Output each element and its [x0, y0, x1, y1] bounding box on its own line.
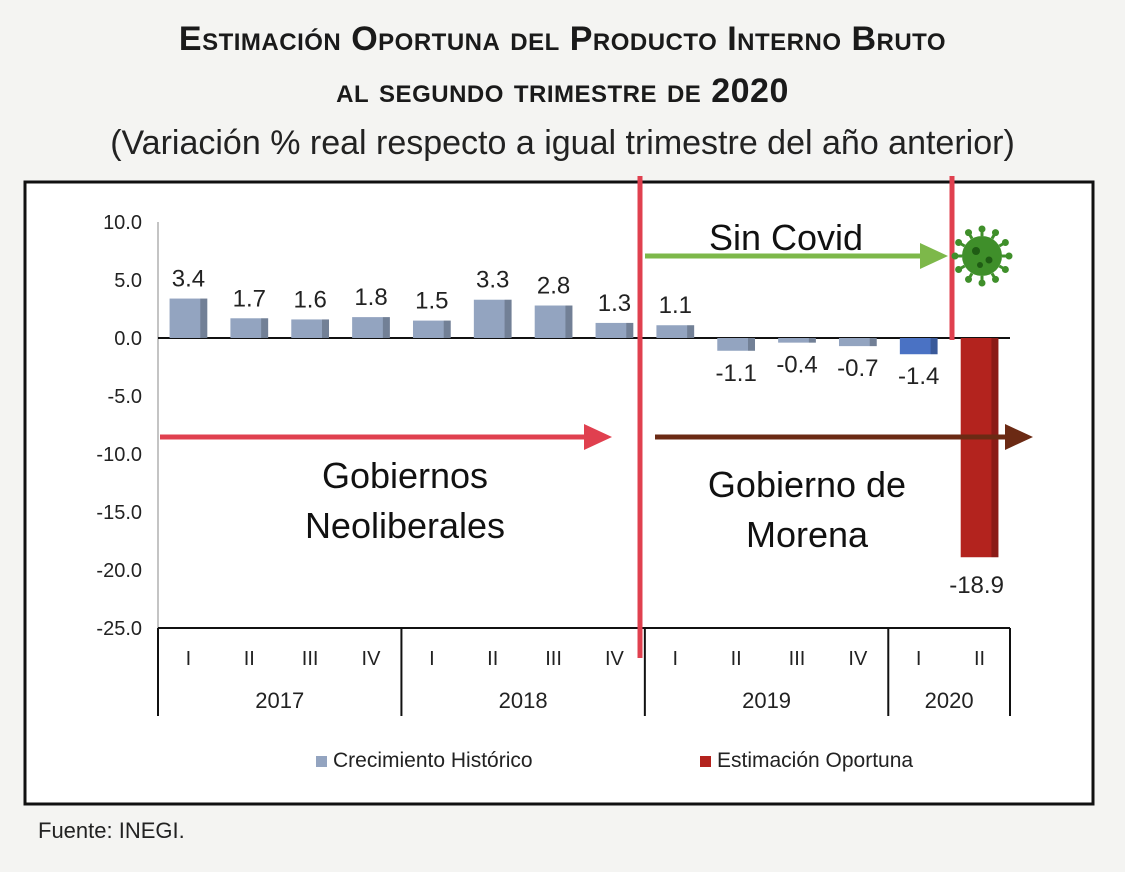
y-tick-label: -15.0 [96, 502, 142, 524]
data-label: 3.3 [476, 267, 509, 294]
label-gobiernos-neoliberales: Neoliberales [305, 505, 505, 546]
bar-shade [626, 322, 634, 338]
data-label: 1.5 [415, 288, 448, 315]
bar-historic [899, 338, 938, 355]
x-tick-label: II [974, 648, 985, 670]
year-label: 2017 [255, 688, 304, 713]
bar-historic [656, 325, 695, 338]
year-label: 2020 [925, 688, 974, 713]
bar-shade [382, 317, 390, 338]
data-label: -1.1 [715, 360, 756, 387]
legend-swatch [316, 756, 327, 767]
data-label: 2.8 [537, 273, 570, 300]
x-tick-label: II [731, 648, 742, 670]
data-label: -1.4 [898, 363, 939, 390]
x-tick-label: I [429, 648, 435, 670]
year-label: 2018 [499, 688, 548, 713]
bar-shade [261, 318, 269, 338]
bar-shade [991, 338, 999, 558]
y-tick-label: -5.0 [108, 386, 142, 408]
data-label: -0.7 [837, 355, 878, 382]
x-tick-label: I [186, 648, 192, 670]
legend: Crecimiento Histórico Estimación Oportuna [316, 749, 913, 772]
data-label: 1.1 [659, 292, 692, 319]
bar-shade [322, 319, 330, 338]
y-tick-label: -20.0 [96, 560, 142, 582]
x-tick-label: IV [848, 648, 868, 670]
annotations: Sin Covid Gobiernos Neoliberales Gobierno d… [160, 176, 1033, 658]
x-tick-label: I [916, 648, 922, 670]
bar-shade [565, 305, 573, 338]
label-gobierno-morena: Morena [746, 514, 869, 555]
label-gobiernos-neoliberales: Gobiernos [322, 455, 488, 496]
y-tick-label: 10.0 [103, 212, 142, 234]
bar-shade [200, 298, 208, 338]
arrow-neoliberal-head [584, 424, 612, 450]
virus-icon [951, 225, 1013, 287]
chart-title-line2: al segundo trimestre de 2020 [336, 72, 789, 110]
data-labels: 3.41.7 1.6 1.8 1.53.3 2.81.3 1.1-1.1 -0.4 -0.7-… [172, 266, 1004, 600]
source-note: Fuente: INEGI. [38, 818, 185, 843]
bar-shade [504, 299, 512, 338]
data-label: 1.7 [233, 285, 266, 312]
y-tick-label: 5.0 [114, 270, 142, 292]
chart-title-line1: Estimación Oportuna del Producto Interno… [178, 20, 947, 58]
bar-historic [169, 298, 208, 338]
label-sin-covid: Sin Covid [709, 217, 863, 258]
data-label: 1.3 [598, 290, 631, 317]
bar-shade [869, 338, 877, 347]
x-tick-label: II [244, 648, 255, 670]
data-label: -18.9 [949, 572, 1004, 599]
bar-shade [808, 338, 816, 343]
y-tick-label: 0.0 [114, 328, 142, 350]
bar-historic [717, 338, 756, 351]
arrow-sin-covid-head [920, 243, 948, 269]
bar-historic [778, 338, 816, 343]
bar-shade [748, 338, 756, 351]
arrow-morena-head [1005, 424, 1033, 450]
label-gobierno-morena: Gobierno de [708, 464, 906, 505]
data-label: 1.8 [354, 284, 387, 311]
bar-shade [443, 320, 451, 338]
x-tick-label: IV [362, 648, 382, 670]
bar-historic [230, 318, 269, 338]
bar-historic [291, 319, 330, 338]
bar-estimate [960, 338, 999, 558]
x-tick-label: III [789, 648, 806, 670]
y-tick-label: -25.0 [96, 618, 142, 640]
x-tick-label: I [673, 648, 679, 670]
legend-label: Estimación Oportuna [717, 749, 913, 772]
chart-frame [23, 180, 1095, 806]
bar-historic [838, 338, 877, 347]
bar-shade [930, 338, 938, 355]
bar-historic [595, 322, 634, 338]
x-tick-label: III [545, 648, 562, 670]
bar-shade [687, 325, 695, 338]
year-label: 2019 [742, 688, 791, 713]
x-tick-label: IV [605, 648, 625, 670]
bar-historic [352, 317, 390, 338]
bar-historic [473, 299, 512, 338]
x-tick-label: III [302, 648, 319, 670]
bars [169, 298, 999, 558]
chart-subtitle: (Variación % real respecto a igual trime… [110, 124, 1015, 162]
data-label: 3.4 [172, 266, 205, 293]
data-label: -0.4 [776, 352, 817, 379]
x-tick-label: II [487, 648, 498, 670]
bar-historic [412, 320, 451, 338]
chart-area: 10.0 5.0 0.0 -5.0 -10.0 -15.0 -20.0 -25.0 3.4 1.… [23, 176, 1095, 806]
legend-label: Crecimiento Histórico [333, 749, 533, 772]
data-label: 1.6 [293, 286, 326, 313]
bar-historic [534, 305, 573, 338]
legend-swatch [700, 756, 711, 767]
y-tick-label: -10.0 [96, 444, 142, 466]
